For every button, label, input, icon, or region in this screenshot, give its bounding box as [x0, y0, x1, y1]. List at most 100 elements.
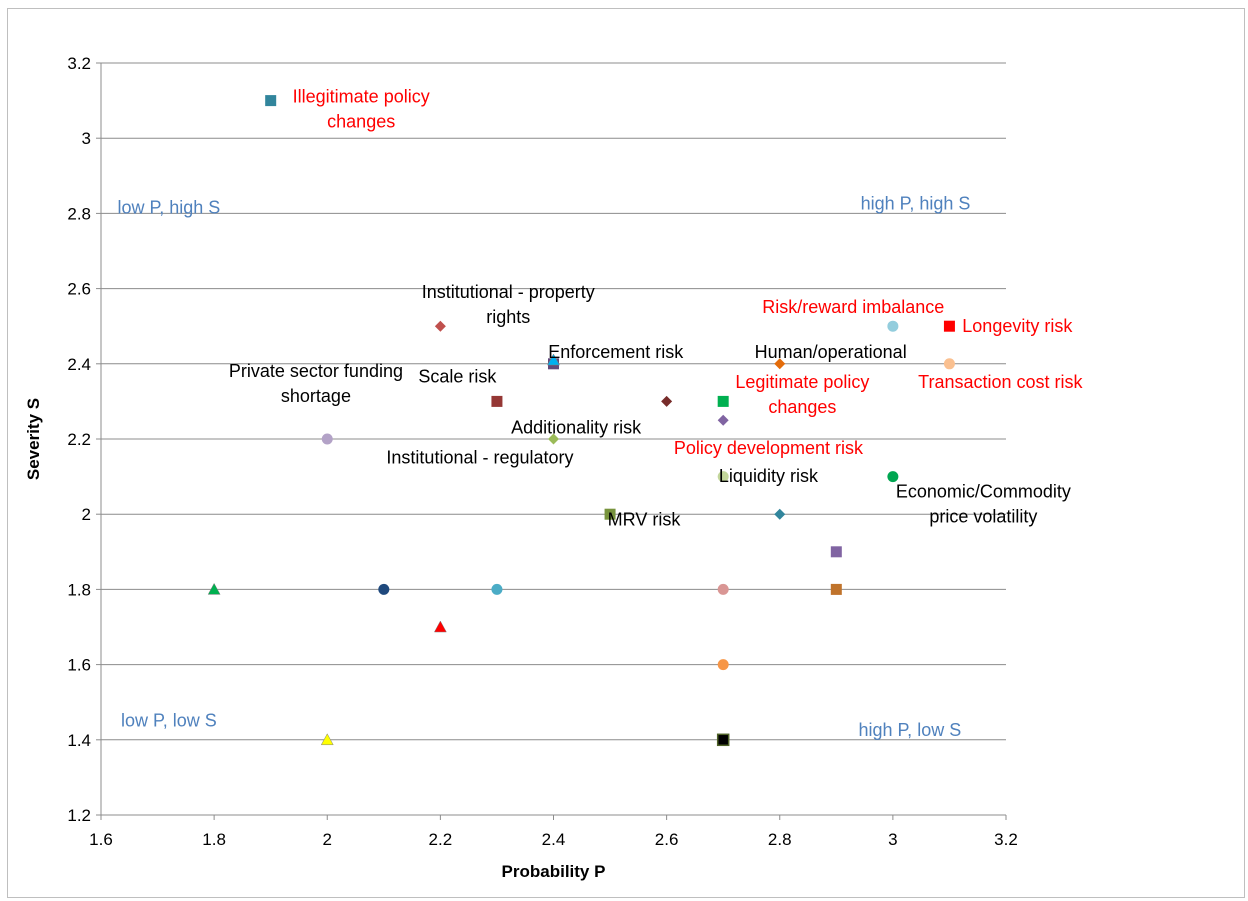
y-tick-label: 3.2	[67, 54, 91, 73]
point-annotation: Risk/reward imbalance	[762, 297, 944, 317]
annotation-line: Institutional - property	[422, 282, 595, 302]
data-point-triangle	[320, 733, 334, 746]
annotation-line: Risk/reward imbalance	[762, 297, 944, 317]
y-tick-label: 3	[82, 129, 91, 148]
data-point-diamond	[434, 320, 446, 332]
x-tick-label: 2.4	[542, 830, 566, 849]
annotation-line: Liquidity risk	[719, 466, 819, 486]
y-tick-label: 1.8	[67, 580, 91, 599]
x-tick-label: 2.2	[429, 830, 453, 849]
point-annotation: Economic/Commodity price volatility	[896, 481, 1071, 526]
x-tick-label: 1.6	[89, 830, 113, 849]
data-point-square	[943, 320, 955, 332]
data-point-diamond	[548, 433, 559, 445]
data-point-triangle	[207, 582, 221, 595]
x-tick-label: 3	[888, 830, 897, 849]
axes	[96, 62, 1007, 820]
chart-frame	[7, 8, 1245, 898]
annotation-line: Economic/Commodity	[896, 481, 1071, 501]
data-point-diamond	[661, 395, 673, 407]
y-axis-title: Severity S	[24, 398, 43, 480]
data-point-circle	[717, 583, 729, 595]
point-annotation: low P, high S	[118, 197, 221, 217]
point-annotation: high P, low S	[858, 720, 961, 740]
annotation-line: Illegitimate policy	[293, 86, 430, 106]
annotation-line: price volatility	[929, 506, 1037, 526]
annotation-line: Longevity risk	[962, 316, 1073, 336]
point-annotation: Scale risk	[418, 367, 497, 387]
data-point-circle	[717, 659, 729, 671]
point-annotation: Legitimate policy changes	[735, 372, 869, 417]
data-point-square	[830, 583, 842, 595]
point-annotation: low P, low S	[121, 711, 217, 731]
point-annotation: Human/operational	[755, 342, 907, 362]
data-points	[207, 95, 955, 747]
data-point-square	[716, 733, 730, 747]
data-point-circle	[378, 583, 390, 595]
data-point-circle	[491, 583, 503, 595]
annotation-line: rights	[486, 307, 530, 327]
annotation-line: Enforcement risk	[548, 342, 684, 362]
x-tick-label: 1.8	[202, 830, 226, 849]
annotation-line: low P, high S	[118, 197, 221, 217]
annotation-line: Institutional - regulatory	[386, 447, 573, 467]
data-point-square	[717, 395, 729, 407]
data-point-square	[265, 95, 277, 107]
annotation-line: Legitimate policy	[735, 372, 869, 392]
point-annotation: Additionality risk	[511, 417, 642, 437]
x-tick-label: 2.6	[655, 830, 679, 849]
data-point-square	[830, 546, 842, 558]
annotation-line: Additionality risk	[511, 417, 642, 437]
point-annotation: Policy development risk	[674, 438, 864, 458]
annotation-line: Transaction cost risk	[918, 372, 1083, 392]
y-tick-label: 2.6	[67, 280, 91, 299]
point-annotation: Transaction cost risk	[918, 372, 1083, 392]
data-point-circle	[321, 433, 333, 445]
point-annotation: Illegitimate policy changes	[293, 86, 430, 131]
x-tick-label: 3.2	[994, 830, 1018, 849]
point-annotation: Liquidity risk	[719, 466, 819, 486]
annotation-line: Policy development risk	[674, 438, 864, 458]
annotation-line: high P, high S	[861, 194, 971, 214]
point-annotation: high P, high S	[861, 194, 971, 214]
x-tick-label: 2	[323, 830, 332, 849]
y-tick-label: 1.2	[67, 806, 91, 825]
y-tick-label: 2	[82, 505, 91, 524]
annotation-line: Private sector funding	[229, 361, 403, 381]
point-annotation: Institutional - property rights	[422, 282, 595, 327]
data-point-square	[604, 508, 616, 520]
annotation-line: Human/operational	[755, 342, 907, 362]
annotation-line: low P, low S	[121, 711, 217, 731]
data-point-circle	[887, 471, 899, 483]
data-point-diamond	[717, 414, 729, 426]
y-tick-label: 2.4	[67, 355, 91, 374]
data-point-diamond	[774, 508, 786, 520]
y-tick-label: 1.4	[67, 731, 91, 750]
point-annotation: Enforcement risk	[548, 342, 684, 362]
x-tick-label: 2.8	[768, 830, 792, 849]
point-annotation: Private sector funding shortage	[229, 361, 403, 406]
annotation-line: Scale risk	[418, 367, 497, 387]
data-point-triangle	[433, 620, 447, 633]
point-labels: Illegitimate policy changes low P, high S h…	[118, 86, 1084, 740]
annotation-line: changes	[327, 111, 395, 131]
annotation-line: shortage	[281, 386, 351, 406]
point-annotation: Longevity risk	[962, 316, 1073, 336]
annotation-line: MRV risk	[608, 509, 682, 529]
y-tick-label: 1.6	[67, 656, 91, 675]
x-axis-title: Probability P	[502, 862, 606, 881]
annotation-line: changes	[768, 397, 836, 417]
tick-labels: 1.2 1.4 1.6 1.8 2 2.2 2.4 2.6 2.8 3 3.2 1.6 1.8 2 2.2 2…	[67, 54, 1017, 849]
point-annotation: Institutional - regulatory	[386, 447, 573, 467]
point-annotation: MRV risk	[608, 509, 682, 529]
data-point-circle	[717, 471, 729, 483]
y-tick-label: 2.2	[67, 430, 91, 449]
annotation-line: high P, low S	[858, 720, 961, 740]
data-point-circle	[943, 358, 955, 370]
data-point-triangle	[547, 353, 560, 366]
data-point-square	[491, 395, 503, 407]
y-tick-label: 2.8	[67, 204, 91, 223]
data-point-diamond	[774, 358, 786, 370]
data-point-circle	[887, 320, 899, 332]
